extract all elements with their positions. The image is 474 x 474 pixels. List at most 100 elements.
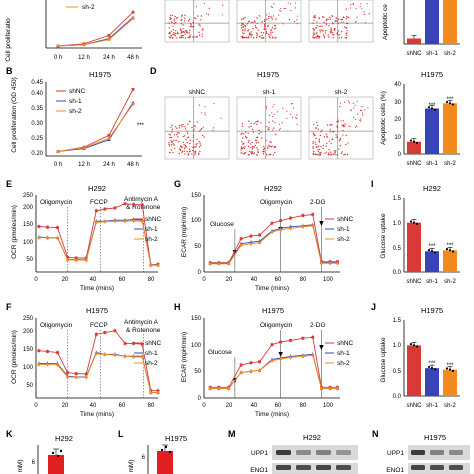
chartH-series-line xyxy=(210,336,338,388)
panel-d-bar-xtick: sh-2 xyxy=(444,161,456,167)
flow-dot xyxy=(241,18,243,21)
panel-g-xtick: 0 xyxy=(202,277,206,283)
flow-dot xyxy=(253,123,255,125)
flow-dot xyxy=(242,146,244,149)
flow-dot xyxy=(343,154,345,156)
flow-dot xyxy=(340,152,343,155)
flow-dot xyxy=(265,32,268,34)
flow-dot xyxy=(192,149,194,152)
panel-d-bar-ytick: 10 xyxy=(394,135,401,141)
flow-dot xyxy=(183,150,186,152)
flow-dot xyxy=(330,27,332,29)
chartJ-bar xyxy=(425,368,439,396)
flow-dot xyxy=(245,137,247,139)
flow-dot xyxy=(260,37,263,39)
flow-dot xyxy=(188,32,190,34)
panel-f-title: H1975 xyxy=(86,306,108,315)
flow-dot xyxy=(294,2,297,4)
flow-dot xyxy=(360,120,362,122)
chartF-point xyxy=(103,331,107,334)
chartDbar-point xyxy=(427,106,431,109)
chartI-point xyxy=(448,249,452,252)
flow-dot xyxy=(355,7,357,10)
flow-dot xyxy=(316,154,319,156)
flow-dot xyxy=(318,138,320,140)
flow-dot xyxy=(317,149,319,151)
flow-dot xyxy=(251,141,253,144)
flow-dot xyxy=(184,14,186,16)
flow-dot xyxy=(175,29,177,32)
chartF-point xyxy=(56,351,59,354)
panel-e-xtick: 40 xyxy=(90,277,97,283)
flow-dot xyxy=(201,35,203,38)
panel-b-ytick: 0.45 xyxy=(31,80,43,86)
flow-dot xyxy=(256,17,258,19)
chartG-point xyxy=(249,242,253,246)
chartH-point xyxy=(328,387,332,390)
flow-dot xyxy=(248,126,250,128)
flow-dot xyxy=(342,21,344,23)
flow-dot xyxy=(278,123,280,125)
flow-dot xyxy=(241,36,243,38)
flow-dot xyxy=(180,32,182,34)
chartE-point xyxy=(84,258,88,262)
flow-dot xyxy=(265,139,267,142)
panel-j-xtick: sh-1 xyxy=(426,403,438,409)
chartE-point xyxy=(56,226,59,229)
flow-dot xyxy=(241,140,243,143)
flow-dot xyxy=(250,36,252,38)
flow-dot xyxy=(173,139,175,142)
chartG-series-line xyxy=(210,214,338,264)
blotN-band xyxy=(411,450,425,455)
panel-g-ytick: 0 xyxy=(198,270,202,276)
chartG-series-line xyxy=(210,225,338,265)
flow-dot xyxy=(364,22,366,24)
flow-dot xyxy=(326,136,328,138)
flow-dot xyxy=(252,28,254,30)
flow-dot xyxy=(187,123,189,126)
chartC-bar xyxy=(407,38,421,44)
flow-dot xyxy=(273,113,275,116)
flow-dot xyxy=(198,146,201,148)
panel-j-ytick: 0.0 xyxy=(393,394,402,400)
flow-dot xyxy=(292,102,294,105)
flow-dot xyxy=(247,30,249,32)
flow-dot xyxy=(269,37,271,39)
flow-dot xyxy=(273,103,275,106)
flow-dot xyxy=(325,151,328,153)
flow-dot xyxy=(260,31,263,34)
flow-dot xyxy=(191,26,193,28)
panel-h-legend-shnc: shNC xyxy=(337,340,354,347)
flow-dot xyxy=(346,30,348,32)
flow-dot xyxy=(353,116,355,118)
panel-f-annotation-fccp: FCCP xyxy=(90,322,108,329)
flow-dot xyxy=(168,27,171,29)
chartB-point xyxy=(56,150,60,153)
chartH-point xyxy=(279,357,283,361)
panel-h-xtick: 0 xyxy=(202,403,206,409)
chartF-point xyxy=(37,363,41,366)
flow-dot xyxy=(182,135,184,138)
panel-e-legend-sh1: sh-1 xyxy=(145,226,158,233)
flow-dot xyxy=(356,100,358,103)
flow-dot xyxy=(315,127,317,129)
panel-letter-d: D xyxy=(150,66,157,76)
panel-f-annotation-oligomycin: Oligomycin xyxy=(40,322,73,329)
flow-dot xyxy=(336,154,339,156)
flow-dot xyxy=(368,13,370,15)
flow-dot xyxy=(213,103,215,105)
flow-dot xyxy=(323,35,326,38)
panel-f-ylabel: OCR (pmoles/min) xyxy=(11,330,18,384)
panel-g-annotation-glucose: Glucose xyxy=(210,221,234,228)
panel-g-legend-sh1: sh-1 xyxy=(337,226,350,233)
flow-dot xyxy=(312,153,315,155)
chartE-point xyxy=(94,209,98,213)
chartF-point xyxy=(156,391,160,394)
flow-dot xyxy=(187,20,190,22)
flow-dot xyxy=(251,148,254,150)
panel-e-annotation-rotenone: & Rotenone xyxy=(126,204,161,211)
chartE-point xyxy=(74,258,78,262)
flow-dot xyxy=(199,150,201,153)
chartI-point xyxy=(445,247,449,251)
chartDbar-point xyxy=(409,139,413,142)
